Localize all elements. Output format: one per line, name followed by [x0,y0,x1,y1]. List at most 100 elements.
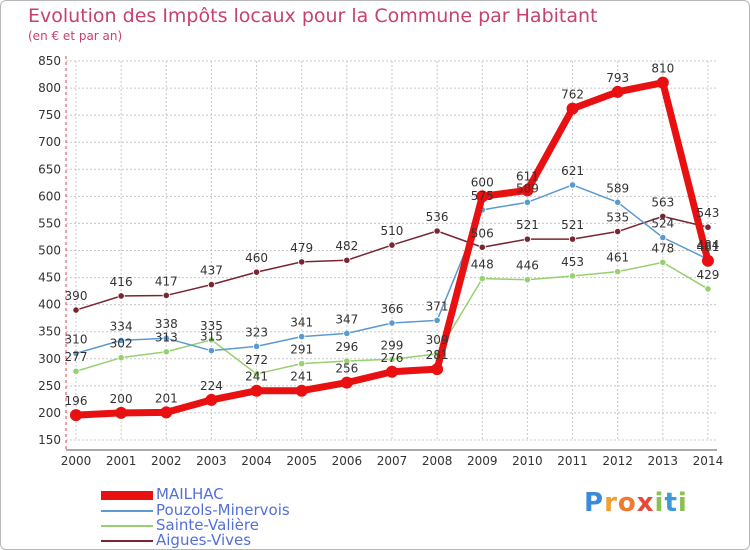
data-label: 256 [335,362,358,376]
x-tick-label: 2002 [151,454,182,468]
data-point [433,316,441,324]
data-label: 276 [381,351,404,365]
data-label: 611 [516,169,539,183]
data-label: 448 [471,258,494,272]
y-tick-label: 550 [38,216,61,230]
data-point [72,367,80,375]
data-point [162,334,170,342]
legend-label: Pouzols-Minervois [156,501,290,519]
legend-label: Aigues-Vives [156,531,252,549]
data-label: 429 [697,268,720,282]
data-label: 291 [290,343,313,357]
data-point [523,276,532,284]
data-point [388,241,396,249]
data-label: 416 [110,275,133,289]
data-point [385,365,398,378]
data-point [431,363,444,376]
data-point [162,348,170,356]
data-point [117,292,125,300]
data-label: 310 [65,332,88,346]
y-tick-label: 300 [38,352,61,366]
data-point [250,384,263,397]
data-point [295,384,308,397]
data-point [704,285,712,293]
data-point [343,357,351,365]
legend-swatch [101,525,153,527]
data-point [117,354,125,362]
data-label: 479 [290,241,313,255]
data-label: 589 [606,181,629,195]
legend-label: Sainte-Valière [156,516,259,534]
x-tick-label: 2014 [693,454,724,468]
data-label: 521 [561,218,584,232]
data-label: 241 [245,370,268,384]
data-point [115,406,128,419]
data-label: 589 [516,181,539,195]
data-label: 536 [426,210,449,224]
data-point [72,306,80,314]
data-point [521,184,534,197]
data-point [478,243,486,251]
data-label: 521 [516,218,539,232]
data-point [566,102,579,115]
data-point [568,235,577,243]
data-label: 575 [471,189,494,203]
data-point [568,181,577,189]
x-tick-label: 2013 [648,454,679,468]
data-point [207,281,216,289]
data-label: 524 [651,217,674,231]
data-label: 196 [65,394,88,408]
data-label: 224 [200,379,223,393]
y-tick-label: 200 [38,406,61,420]
data-label: 347 [335,312,358,326]
proxiti-logo: Proxiti [584,488,688,518]
data-point [298,258,306,266]
data-label: 417 [155,274,178,288]
legend-item: Pouzols-Minervois [101,501,401,519]
data-point [117,336,125,344]
data-label: 484 [697,238,720,252]
x-tick-label: 2003 [196,454,227,468]
y-tick-label: 350 [38,325,61,339]
data-point [701,254,714,267]
x-tick-label: 2009 [467,454,498,468]
data-label: 200 [110,392,133,406]
x-tick-label: 2005 [286,454,317,468]
data-label: 600 [471,175,494,189]
data-label: 315 [200,330,223,344]
data-point [298,332,306,341]
y-tick-label: 500 [38,244,61,258]
data-label: 299 [381,338,404,352]
data-label: 201 [155,391,178,405]
y-tick-label: 250 [38,379,61,393]
data-point [340,376,353,389]
data-label: 277 [65,350,88,364]
data-point [568,272,577,280]
data-point [207,336,216,344]
x-tick-label: 2010 [512,454,543,468]
data-label: 302 [110,337,133,351]
data-label: 272 [245,353,268,367]
chart-subtitle: (en € et par an) [28,29,123,43]
x-tick-label: 2004 [241,454,272,468]
data-label: 510 [381,224,404,238]
y-tick-label: 150 [38,433,61,447]
data-point [659,258,667,267]
data-label: 482 [335,239,358,253]
data-point [523,198,532,206]
data-label: 341 [290,316,313,330]
data-point [659,233,667,242]
data-label: 390 [65,289,88,303]
data-point [160,406,173,419]
data-label: 535 [606,211,629,225]
data-point [388,319,396,327]
data-label: 241 [290,370,313,384]
y-tick-label: 450 [38,271,61,285]
data-point [388,355,396,363]
data-label: 563 [651,195,674,209]
data-label: 437 [200,264,223,278]
data-label: 506 [471,226,494,240]
legend-swatch [101,540,153,542]
